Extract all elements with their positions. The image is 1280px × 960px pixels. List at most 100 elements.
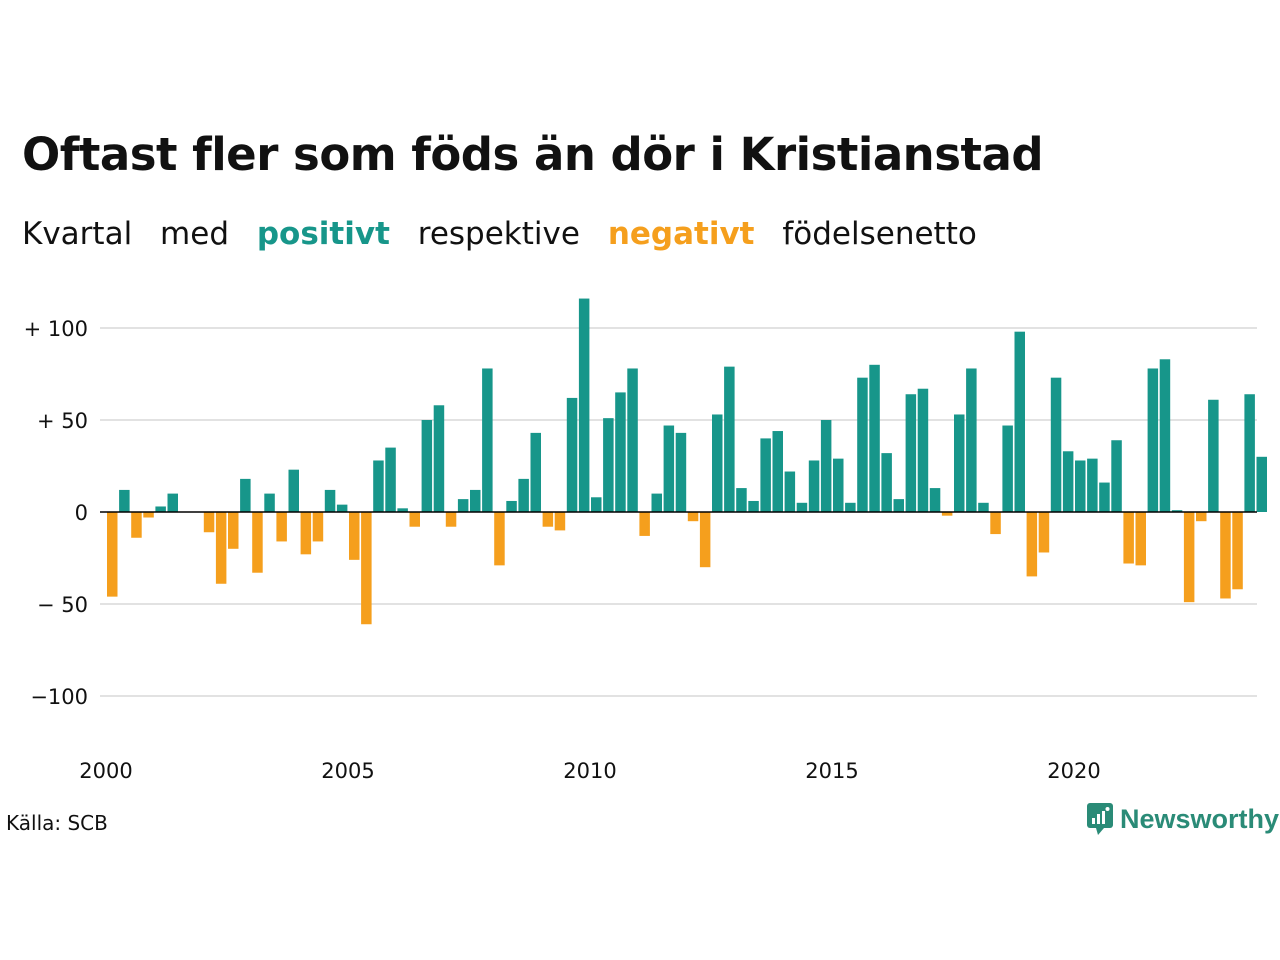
- bar-positive: [591, 497, 602, 512]
- x-tick-label: 2020: [1047, 759, 1100, 783]
- y-axis-labels: + 100 + 50 0 − 50 −100: [24, 317, 88, 709]
- bar-positive: [336, 504, 348, 512]
- bar-positive: [893, 499, 904, 512]
- bar-positive: [457, 499, 469, 512]
- bar-positive: [1147, 368, 1159, 512]
- bar-positive: [603, 418, 614, 512]
- bar-negative: [1038, 512, 1050, 553]
- bar-positive: [518, 478, 529, 512]
- bar-positive: [760, 438, 771, 512]
- bar-positive: [627, 368, 638, 512]
- bar-negative: [107, 512, 118, 597]
- bar-positive: [954, 414, 965, 512]
- bar-negative: [445, 512, 457, 527]
- bar-positive: [421, 420, 433, 512]
- x-tick-label: 2015: [805, 759, 858, 783]
- bar-positive: [119, 489, 130, 512]
- bar-positive: [566, 397, 578, 512]
- bar-positive: [978, 502, 989, 512]
- chart-subtitle: Kvartal med positivt respektive negativt…: [22, 216, 995, 252]
- bar-negative: [494, 512, 505, 566]
- bar-positive: [966, 368, 977, 512]
- y-tick-label: −100: [30, 685, 88, 709]
- bar-negative: [941, 512, 953, 516]
- bar-positive: [470, 489, 481, 512]
- x-tick-label: 2000: [79, 759, 132, 783]
- bar-positive: [1099, 482, 1110, 512]
- newsworthy-logo-icon: [1087, 803, 1113, 835]
- bar-negative: [1183, 512, 1195, 603]
- bar-positive: [373, 460, 384, 512]
- brand-name: Newsworthy: [1120, 803, 1280, 834]
- bar-chart: + 100 + 50 0 − 50 −100 2000 2005 2010 2015 2020: [24, 298, 1267, 783]
- bar-positive: [881, 453, 892, 512]
- bar-positive: [167, 493, 178, 512]
- bar-negative: [312, 512, 324, 542]
- bar-positive: [748, 500, 759, 512]
- bar-positive: [796, 502, 808, 512]
- bar-positive: [1111, 440, 1122, 512]
- bar-positive: [917, 388, 929, 512]
- source-note: Källa: SCB: [6, 811, 108, 835]
- bar-positive: [482, 368, 493, 512]
- y-tick-label: + 50: [37, 409, 88, 433]
- bar-negative: [639, 512, 650, 536]
- x-axis-labels: 2000 2005 2010 2015 2020: [79, 759, 1100, 783]
- bar-positive: [385, 447, 396, 512]
- bar-negative: [1220, 512, 1231, 599]
- x-tick-label: 2005: [321, 759, 374, 783]
- subtitle-positive-label: positivt: [256, 216, 390, 252]
- bar-negative: [542, 512, 554, 527]
- bar-positive: [712, 414, 723, 512]
- bar-negative: [699, 512, 711, 568]
- bar-negative: [361, 512, 372, 625]
- bar-positive: [845, 502, 856, 512]
- bar-negative: [215, 512, 227, 584]
- subtitle-word: respektive: [417, 216, 580, 252]
- bar-negative: [1123, 512, 1134, 564]
- bar-positive: [929, 488, 941, 512]
- bar-negative: [228, 512, 239, 549]
- bar-positive: [820, 420, 832, 512]
- bar-positive: [397, 508, 408, 512]
- chart-title: Oftast fler som föds än dör i Kristianst…: [22, 128, 1044, 181]
- bar-positive: [651, 493, 662, 512]
- bar-negative: [1196, 512, 1207, 522]
- bar-negative: [203, 512, 215, 533]
- brand-logo[interactable]: Newsworthy: [1086, 802, 1279, 836]
- bar-positive: [1171, 510, 1183, 512]
- bar-positive: [1050, 377, 1062, 512]
- subtitle-negative-label: negativt: [607, 216, 755, 252]
- bar-negative: [143, 512, 154, 518]
- bar-positive: [675, 432, 687, 512]
- bar-positive: [869, 364, 880, 512]
- bar-positive: [155, 506, 166, 512]
- bar-negative: [554, 512, 566, 531]
- bar-positive: [506, 500, 517, 512]
- bar-positive: [1002, 425, 1013, 512]
- subtitle-word: Kvartal: [22, 216, 133, 252]
- bar-positive: [264, 493, 275, 512]
- bar-positive: [784, 471, 796, 512]
- bars: [107, 298, 1267, 625]
- grid-lines: [100, 327, 1257, 697]
- bar-positive: [772, 431, 783, 512]
- bar-positive: [857, 377, 868, 512]
- bar-negative: [990, 512, 1001, 535]
- subtitle-word: med: [160, 216, 229, 252]
- y-tick-label: − 50: [37, 593, 88, 617]
- bar-negative: [131, 512, 142, 538]
- bar-positive: [1014, 331, 1025, 512]
- y-tick-label: + 100: [24, 317, 88, 341]
- bar-negative: [1232, 512, 1243, 590]
- bar-positive: [724, 366, 735, 512]
- x-tick-label: 2010: [563, 759, 616, 783]
- bar-negative: [300, 512, 312, 555]
- bar-positive: [615, 392, 626, 512]
- bar-negative: [252, 512, 263, 573]
- bar-positive: [1087, 458, 1098, 512]
- bar-negative: [409, 512, 420, 527]
- bar-positive: [833, 458, 844, 512]
- subtitle-word: födelsenetto: [782, 216, 977, 252]
- bar-positive: [808, 460, 820, 512]
